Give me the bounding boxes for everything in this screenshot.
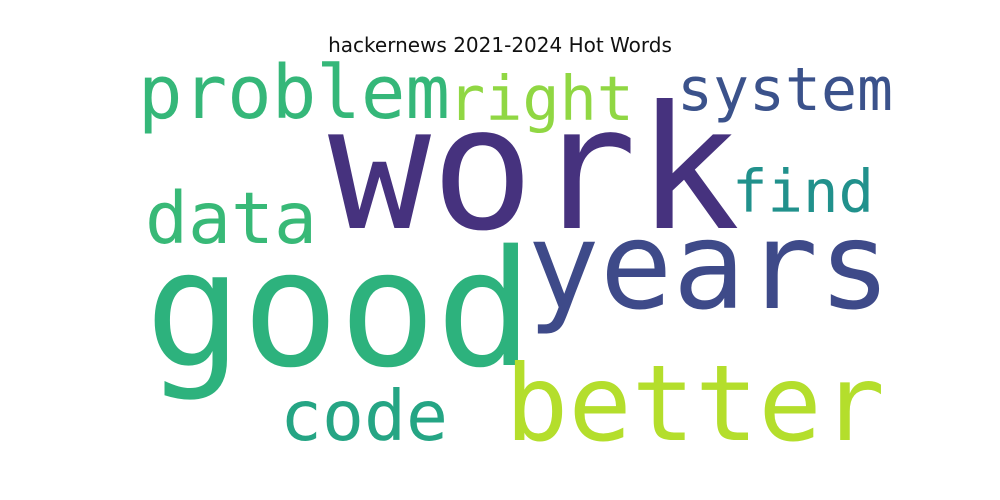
- word-better: better: [505, 342, 885, 465]
- word-find: find: [732, 157, 874, 226]
- chart-title: hackernews 2021-2024 Hot Words: [328, 33, 672, 57]
- word-problem: problem: [138, 50, 450, 136]
- word-right: right: [448, 63, 634, 135]
- word-good: good: [145, 215, 533, 403]
- word-system: system: [677, 55, 893, 125]
- word-data: data: [145, 177, 317, 260]
- word-code: code: [280, 376, 448, 457]
- word-years: years: [527, 196, 891, 337]
- word-work: work: [328, 70, 740, 269]
